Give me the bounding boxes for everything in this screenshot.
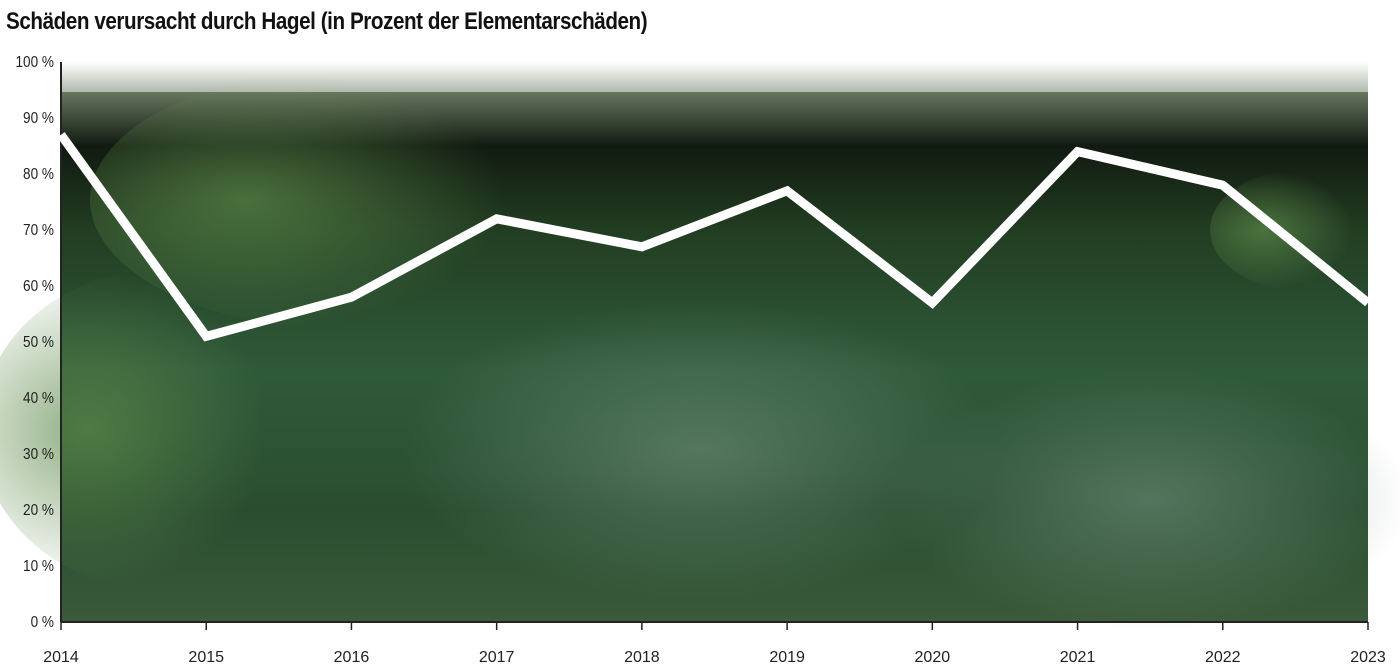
x-tick-label: 2023 <box>1350 649 1386 666</box>
y-tick-label: 10 % <box>23 558 54 575</box>
x-tick-label: 2020 <box>915 649 951 666</box>
background-photo <box>0 62 1400 630</box>
x-tick-label: 2022 <box>1205 649 1241 666</box>
x-tick-label: 2014 <box>43 649 79 666</box>
y-tick-label: 90 % <box>23 110 54 127</box>
chart-title: Schäden verursacht durch Hagel (in Proze… <box>6 8 648 35</box>
y-tick-label: 80 % <box>23 166 54 183</box>
y-tick-label: 20 % <box>23 502 54 519</box>
x-tick-label: 2015 <box>188 649 224 666</box>
x-tick-label: 2019 <box>769 649 805 666</box>
x-tick-label: 2021 <box>1060 649 1096 666</box>
series-line <box>57 132 1371 342</box>
x-tick-label: 2018 <box>624 649 660 666</box>
y-tick-label: 50 % <box>23 334 54 351</box>
y-tick-label: 0 % <box>31 614 54 631</box>
y-tick-label: 60 % <box>23 278 54 295</box>
y-tick-label: 30 % <box>23 446 54 463</box>
y-tick-label: 100 % <box>15 54 54 71</box>
y-tick-label: 70 % <box>23 222 54 239</box>
x-tick-label: 2017 <box>479 649 515 666</box>
x-tick-label: 2016 <box>334 649 370 666</box>
y-tick-label: 40 % <box>23 390 54 407</box>
